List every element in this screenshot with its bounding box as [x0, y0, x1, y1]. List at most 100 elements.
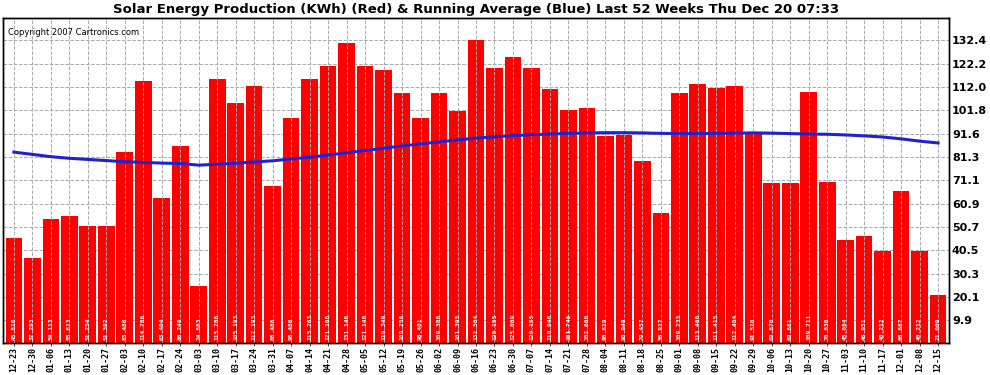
Bar [246, 87, 262, 343]
Text: 63.404: 63.404 [159, 317, 164, 340]
Bar [763, 183, 780, 343]
Bar [394, 93, 411, 343]
Text: 24.863: 24.863 [196, 317, 201, 340]
Bar [486, 68, 503, 343]
Text: 90.949: 90.949 [622, 317, 627, 340]
Bar [412, 118, 429, 343]
Text: 132.504: 132.504 [473, 314, 478, 340]
Bar [727, 86, 743, 343]
Bar [652, 213, 669, 343]
Bar [320, 66, 337, 343]
Bar [800, 92, 817, 343]
Text: 121.148: 121.148 [362, 314, 367, 340]
Bar [597, 136, 614, 343]
Text: 51.392: 51.392 [104, 317, 109, 340]
Title: Solar Energy Production (KWh) (Red) & Running Average (Blue) Last 52 Weeks Thu D: Solar Energy Production (KWh) (Red) & Ru… [113, 3, 840, 16]
Text: 114.786: 114.786 [141, 314, 146, 340]
Text: 113.460: 113.460 [695, 314, 700, 340]
Bar [449, 111, 466, 343]
Bar [375, 70, 392, 343]
Bar [228, 102, 244, 343]
Bar [98, 225, 115, 343]
Text: 112.193: 112.193 [251, 314, 256, 340]
Bar [744, 134, 761, 343]
Text: 109.233: 109.233 [677, 314, 682, 340]
Text: 98.486: 98.486 [289, 317, 294, 340]
Bar [542, 89, 558, 343]
Bar [782, 183, 799, 343]
Bar [117, 152, 133, 343]
Bar [505, 57, 522, 343]
Text: 45.816: 45.816 [11, 317, 17, 340]
Bar [431, 93, 447, 343]
Bar [912, 251, 928, 343]
Bar [560, 110, 577, 343]
Bar [135, 81, 151, 343]
Text: 69.870: 69.870 [769, 317, 774, 340]
Bar [339, 43, 354, 343]
Text: 112.404: 112.404 [733, 314, 738, 340]
Text: 83.486: 83.486 [123, 317, 128, 340]
Bar [264, 186, 281, 343]
Bar [283, 118, 299, 343]
Text: 111.415: 111.415 [714, 314, 719, 340]
Text: 120.155: 120.155 [492, 314, 497, 340]
Bar [153, 198, 170, 343]
Bar [301, 80, 318, 343]
Bar [578, 108, 595, 343]
Text: 109.258: 109.258 [400, 314, 405, 340]
Text: 109.711: 109.711 [806, 314, 811, 340]
Bar [689, 84, 706, 343]
Text: 55.613: 55.613 [66, 317, 72, 340]
Bar [61, 216, 77, 343]
Bar [616, 135, 633, 343]
Bar [43, 219, 59, 343]
Bar [356, 66, 373, 343]
Text: 131.146: 131.146 [345, 314, 349, 340]
Text: 54.113: 54.113 [49, 317, 53, 340]
Bar [893, 190, 910, 343]
Text: 86.249: 86.249 [178, 317, 183, 340]
Text: 102.660: 102.660 [584, 314, 589, 340]
Bar [467, 40, 484, 343]
Text: 66.667: 66.667 [899, 317, 904, 340]
Text: 125.009: 125.009 [511, 314, 516, 340]
Bar [819, 182, 836, 343]
Text: 91.510: 91.510 [750, 317, 755, 340]
Bar [855, 236, 872, 343]
Text: 68.486: 68.486 [270, 317, 275, 340]
Text: 109.388: 109.388 [437, 314, 442, 340]
Bar [24, 258, 41, 343]
Bar [874, 251, 891, 343]
Text: 105.193: 105.193 [234, 314, 239, 340]
Text: 56.917: 56.917 [658, 317, 663, 340]
Text: 46.951: 46.951 [861, 317, 866, 340]
Text: 21.009: 21.009 [936, 317, 940, 340]
Bar [708, 88, 725, 343]
Bar [190, 286, 207, 343]
Text: Copyright 2007 Cartronics.com: Copyright 2007 Cartronics.com [8, 28, 139, 37]
Bar [930, 295, 946, 343]
Text: 37.293: 37.293 [30, 317, 35, 340]
Text: 115.286: 115.286 [215, 314, 220, 340]
Text: 121.168: 121.168 [326, 314, 331, 340]
Text: 120.155: 120.155 [529, 314, 534, 340]
Text: 119.349: 119.349 [381, 314, 386, 340]
Text: 98.401: 98.401 [418, 317, 423, 340]
Bar [634, 161, 650, 343]
Bar [523, 68, 540, 343]
Bar [838, 240, 854, 343]
Bar [79, 226, 96, 343]
Text: 40.212: 40.212 [917, 317, 922, 340]
Text: 45.084: 45.084 [843, 317, 848, 340]
Text: 70.636: 70.636 [825, 317, 830, 340]
Text: 69.881: 69.881 [788, 317, 793, 340]
Text: 110.946: 110.946 [547, 314, 552, 340]
Bar [6, 238, 22, 343]
Text: 79.457: 79.457 [640, 317, 644, 340]
Bar [209, 80, 226, 343]
Text: 101.395: 101.395 [455, 314, 460, 340]
Bar [172, 146, 188, 343]
Bar [671, 93, 688, 343]
Text: 90.619: 90.619 [603, 317, 608, 340]
